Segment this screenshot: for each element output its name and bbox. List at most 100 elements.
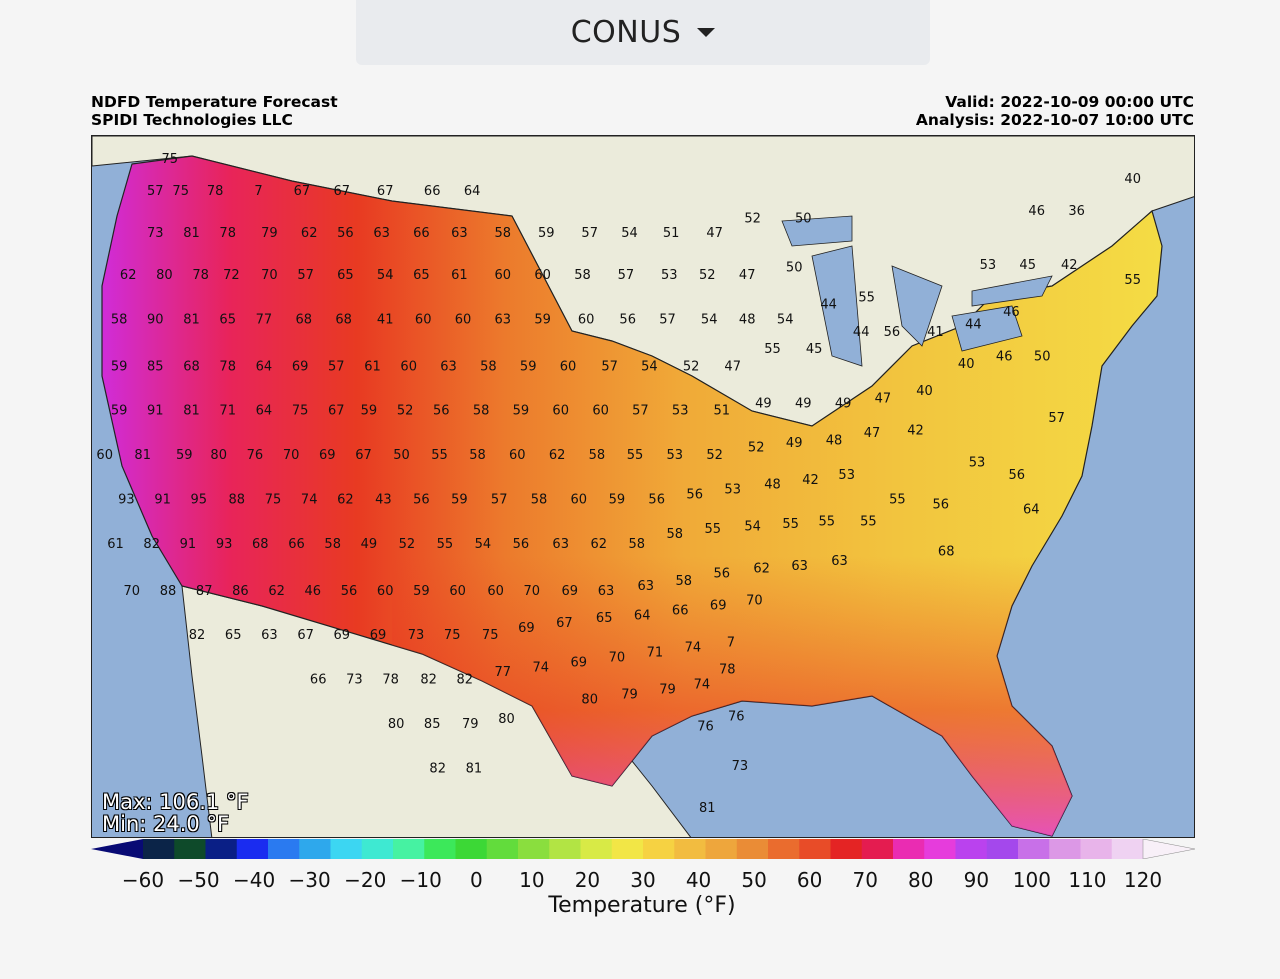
region-selector-value: CONUS (570, 15, 682, 50)
station-temp-label: 76 (728, 710, 745, 725)
station-temp-label: 60 (560, 359, 577, 374)
station-temp-label: 50 (393, 448, 410, 463)
station-temp-label: 63 (451, 226, 468, 241)
station-temp-label: 90 (147, 313, 164, 328)
station-temp-label: 60 (449, 584, 466, 599)
station-temp-label: 58 (111, 313, 128, 328)
station-temp-label: 53 (724, 483, 741, 498)
station-temp-label: 82 (429, 761, 446, 776)
station-temp-label: 93 (216, 537, 233, 552)
station-temp-label: 80 (156, 268, 173, 283)
colorbar-tick-label: 50 (741, 868, 767, 892)
station-temp-label: 63 (831, 554, 848, 569)
chevron-down-icon (697, 28, 716, 37)
station-temp-label: 46 (1003, 305, 1020, 320)
station-temp-label: 57 (618, 268, 635, 283)
station-temp-label: 80 (388, 717, 405, 732)
station-temp-label: 59 (513, 404, 530, 419)
colorbar-tick-label: −10 (399, 868, 442, 892)
station-temp-label: 56 (933, 498, 950, 513)
station-temp-label: 54 (744, 520, 761, 535)
station-temp-label: 85 (147, 359, 164, 374)
station-temp-label: 66 (672, 604, 689, 619)
station-temp-label: 55 (705, 522, 722, 537)
station-temp-label: 56 (884, 325, 901, 340)
station-temp-label: 54 (701, 313, 718, 328)
station-temp-label: 44 (820, 298, 837, 313)
colorbar-tick-label: 110 (1068, 868, 1107, 892)
colorbar-tick-label: −30 (288, 868, 331, 892)
station-temp-label: 70 (124, 584, 141, 599)
station-temp-label: 69 (334, 628, 351, 643)
colorbar-tick-label: 20 (574, 868, 601, 892)
colorbar-tick-label: −20 (344, 868, 387, 892)
station-temp-label: 65 (596, 611, 613, 626)
station-temp-label: 55 (431, 448, 448, 463)
station-temp-label: 75 (172, 184, 189, 199)
colorbar-tick-label: −60 (121, 868, 165, 892)
station-temp-label: 40 (1124, 172, 1141, 187)
station-temp-label: 60 (455, 313, 472, 328)
station-temp-label: 46 (1028, 204, 1045, 219)
station-temp-label: 70 (261, 268, 278, 283)
station-temp-label: 80 (210, 448, 227, 463)
station-temp-label: 76 (697, 720, 714, 735)
station-temp-label: 69 (710, 599, 727, 614)
station-temp-label: 53 (661, 268, 678, 283)
temperature-map: 75 57 75 78 7 67 67 67 66 64 73 81 78 79 62 56 63 66 63 58 5… (91, 135, 1195, 838)
station-temp-label: 58 (531, 493, 548, 508)
station-temp-label: 73 (408, 628, 425, 643)
station-temp-label: 49 (755, 396, 772, 411)
station-temp-label: 54 (475, 537, 492, 552)
station-temp-label: 81 (466, 761, 483, 776)
station-temp-label: 82 (457, 673, 474, 688)
station-temp-label: 69 (319, 448, 336, 463)
colorbar-tick-label: 0 (469, 868, 483, 892)
station-temp-label: 69 (518, 621, 535, 636)
station-temp-label: 60 (487, 584, 504, 599)
station-temp-label: 63 (373, 226, 390, 241)
station-temp-label: 45 (806, 342, 823, 357)
station-temp-label: 55 (764, 342, 781, 357)
station-temp-label: 91 (147, 404, 164, 419)
station-temp-label: 50 (1034, 350, 1051, 365)
region-selector-dropdown[interactable]: CONUS (356, 0, 930, 65)
station-temp-label: 47 (875, 391, 892, 406)
station-temp-label: 52 (399, 537, 416, 552)
station-temp-label: 44 (853, 325, 870, 340)
colorbar-segment (174, 839, 207, 859)
station-temp-label: 72 (223, 268, 240, 283)
station-temp-label: 95 (191, 493, 208, 508)
station-temp-label: 59 (609, 493, 626, 508)
station-temp-label: 53 (667, 448, 684, 463)
colorbar-tick-label: 90 (963, 868, 990, 892)
station-temp-label: 58 (495, 226, 512, 241)
station-temp-label: 59 (520, 359, 537, 374)
station-temp-label: 81 (183, 404, 200, 419)
colorbar-segment (143, 839, 175, 859)
station-temp-label: 60 (495, 268, 512, 283)
station-temp-label: 58 (667, 527, 684, 542)
station-temp-label: 53 (980, 258, 997, 273)
station-temp-label: 42 (802, 473, 819, 488)
station-temp-label: 59 (534, 313, 551, 328)
station-temp-label: 60 (578, 313, 595, 328)
station-temp-label: 68 (296, 313, 313, 328)
station-temp-label: 50 (786, 261, 803, 276)
colorbar-tick-label: 100 (1012, 868, 1051, 892)
station-temp-label: 58 (473, 404, 490, 419)
station-temp-label: 87 (196, 584, 213, 599)
station-temp-label: 57 (147, 184, 164, 199)
station-temp-label: 93 (118, 493, 135, 508)
station-temp-label: 56 (513, 537, 530, 552)
station-temp-label: 82 (420, 673, 437, 688)
station-temp-label: 52 (748, 441, 765, 456)
colorbar-segment (768, 839, 800, 859)
station-temp-label: 77 (495, 665, 512, 680)
station-temp-label: 77 (256, 313, 273, 328)
colorbar-tick-label: 40 (685, 868, 712, 892)
station-temp-label: 79 (659, 683, 676, 698)
station-temp-label: 81 (183, 226, 200, 241)
station-temp-label: 57 (328, 359, 345, 374)
